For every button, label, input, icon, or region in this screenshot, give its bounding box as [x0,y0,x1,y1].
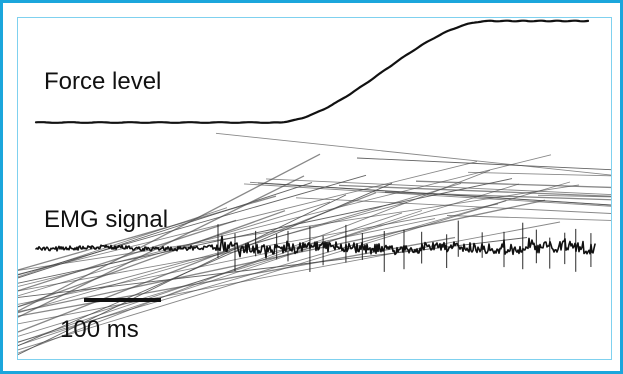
emg-signal-label: EMG signal [44,206,169,233]
force-level-label: Force level [44,68,162,95]
signal-plot [18,19,611,356]
emg-spike [356,157,611,171]
emg-spike [215,132,611,176]
emg-spike [18,201,408,308]
emg-spike [18,199,546,313]
emg-spike-group [18,132,611,356]
figure-panel: Force level EMG signal 100 ms [17,17,612,360]
emg-spike [18,210,286,308]
emg-spike [446,215,611,221]
emg-spike [18,153,321,312]
emg-spike [18,161,478,275]
emg-spike [18,218,436,305]
emg-spike [18,221,561,325]
emg-spike [18,210,423,346]
emg-spike [18,174,367,276]
emg-spike [18,219,237,292]
emg-trace [35,235,596,259]
emg-spike [18,154,552,287]
emg-spike [18,183,520,337]
force-trace [34,19,590,124]
emg-spike [18,184,580,271]
emg-spike [243,183,611,207]
scale-bar-label: 100 ms [60,316,139,343]
emg-spike [18,182,393,347]
emg-spike [18,181,571,343]
